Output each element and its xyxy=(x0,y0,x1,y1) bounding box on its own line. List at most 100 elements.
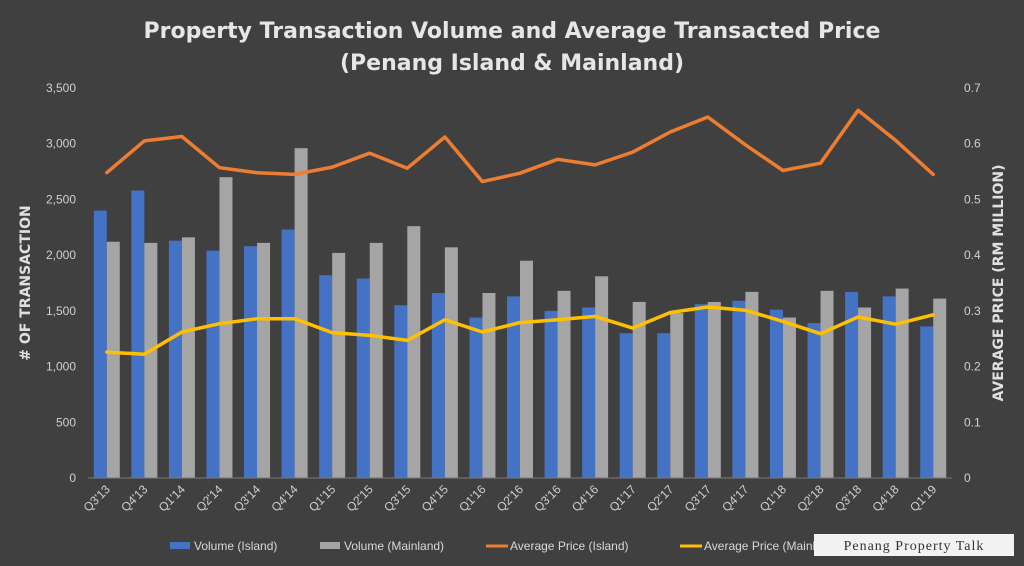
bar-mainland xyxy=(444,247,458,478)
line-avg-price-mainland xyxy=(105,305,935,357)
x-tick-label: Q4'14 xyxy=(268,482,301,515)
x-tick-label: Q3'18 xyxy=(832,482,865,515)
bar-mainland xyxy=(745,291,759,478)
watermark: Penang Property Talk xyxy=(814,534,1014,556)
y-axis-title: # OF TRANSACTION xyxy=(18,205,34,360)
x-tick-label: Q3'13 xyxy=(81,482,114,515)
y2-tick-label: 0.1 xyxy=(964,415,981,429)
bar-mainland xyxy=(219,177,233,478)
x-tick-label: Q3'14 xyxy=(231,482,264,515)
bar-island xyxy=(507,296,520,478)
x-tick-label: Q1'19 xyxy=(907,482,940,515)
legend-swatch xyxy=(170,542,190,549)
watermark-box xyxy=(814,534,1014,556)
bar-island xyxy=(356,278,370,478)
bar-mainland xyxy=(257,242,271,478)
bar-island xyxy=(882,296,896,478)
bar-island xyxy=(920,326,934,478)
bar-island xyxy=(281,229,295,478)
x-tick-label: Q4'13 xyxy=(118,482,151,515)
chart-title-line2: (Penang Island & Mainland) xyxy=(340,51,684,76)
bar-mainland xyxy=(707,301,721,478)
bar-island xyxy=(319,275,333,478)
bar-mainland xyxy=(482,293,496,478)
legend-label: Average Price (Mainland) xyxy=(704,539,839,553)
legend-swatch xyxy=(320,542,340,549)
bar-island xyxy=(769,309,783,478)
legend-label: Volume (Mainland) xyxy=(344,539,444,553)
bar-mainland xyxy=(895,288,909,478)
bar-island xyxy=(732,300,746,478)
x-tick-label: Q2'17 xyxy=(644,482,677,515)
y-tick-label: 2,500 xyxy=(46,192,76,206)
watermark-text: Penang Property Talk xyxy=(844,539,985,554)
bar-mainland xyxy=(106,241,120,478)
x-tick-label: Q1'17 xyxy=(607,482,640,515)
y-axis-ticks: 0 500 1,000 1,500 2,000 2,500 3,000 3,500 xyxy=(46,81,76,485)
bar-mainland xyxy=(294,148,308,478)
legend: Volume (Island) Volume (Mainland) Average … xyxy=(170,539,839,553)
x-tick-label: Q3'15 xyxy=(381,482,414,515)
y2-tick-label: 0.3 xyxy=(964,304,981,318)
bar-mainland xyxy=(632,301,646,478)
y2-tick-label: 0.5 xyxy=(964,192,981,206)
x-tick-label: Q1'14 xyxy=(156,482,189,515)
y2-tick-label: 0 xyxy=(964,471,971,485)
y-tick-label: 2,000 xyxy=(46,248,76,262)
bar-island xyxy=(469,317,483,478)
bar-island xyxy=(845,291,859,478)
legend-label: Average Price (Island) xyxy=(510,539,629,553)
bar-island xyxy=(544,310,558,478)
bar-mainland xyxy=(520,260,533,478)
x-tick-label: Q3'16 xyxy=(531,482,564,515)
bar-island xyxy=(206,250,220,478)
x-tick-label: Q2'14 xyxy=(193,482,226,515)
bar-mainland xyxy=(407,226,421,478)
y-tick-label: 1,500 xyxy=(46,304,76,318)
bar-island xyxy=(244,246,258,478)
bar-island xyxy=(619,333,633,478)
bar-mainland xyxy=(820,290,834,478)
x-tick-label: Q2'15 xyxy=(344,482,377,515)
bar-island xyxy=(93,210,107,479)
line-avg-price-island xyxy=(105,108,935,184)
bar-mainland xyxy=(670,313,684,478)
bar-island xyxy=(431,293,445,478)
x-tick-label: Q3'17 xyxy=(682,482,715,515)
x-tick-label: Q1'15 xyxy=(306,482,339,515)
y-tick-label: 0 xyxy=(69,471,76,485)
x-tick-label: Q1'16 xyxy=(456,482,489,515)
bar-mainland xyxy=(369,242,383,478)
x-tick-label: Q2'18 xyxy=(794,482,827,515)
y-tick-label: 3,500 xyxy=(46,81,76,95)
x-tick-label: Q1'18 xyxy=(757,482,790,515)
x-axis-ticks: Q3'13 Q4'13 Q1'14 Q2'14 Q3'14 Q4'14 Q1'15 Q2'15… xyxy=(81,482,940,515)
lines-group xyxy=(105,108,935,357)
y2-tick-label: 0.2 xyxy=(964,360,981,374)
y2-axis-title: AVERAGE PRICE (RM MILLION) xyxy=(991,165,1007,402)
bar-mainland xyxy=(144,242,158,478)
bar-mainland xyxy=(332,252,346,478)
bar-mainland xyxy=(595,276,609,478)
bar-island xyxy=(131,190,145,478)
x-tick-label: Q4'15 xyxy=(419,482,452,515)
x-tick-label: Q4'16 xyxy=(569,482,602,515)
bar-mainland xyxy=(782,317,796,478)
y2-tick-label: 0.6 xyxy=(964,137,981,151)
bar-island xyxy=(582,307,596,478)
y-tick-label: 1,000 xyxy=(46,360,76,374)
bar-mainland xyxy=(858,307,872,478)
y-tick-label: 500 xyxy=(56,415,76,429)
x-tick-label: Q4'17 xyxy=(719,482,752,515)
chart-title-line1: Property Transaction Volume and Average … xyxy=(144,19,881,44)
y2-axis-ticks: 0 0.1 0.2 0.3 0.4 0.5 0.6 0.7 xyxy=(964,81,981,485)
y-tick-label: 3,000 xyxy=(46,137,76,151)
bar-island xyxy=(694,304,708,478)
bar-island xyxy=(657,333,671,478)
bar-island xyxy=(168,240,182,478)
y2-tick-label: 0.4 xyxy=(964,248,981,262)
bar-mainland xyxy=(933,298,947,478)
bar-island xyxy=(394,305,408,478)
